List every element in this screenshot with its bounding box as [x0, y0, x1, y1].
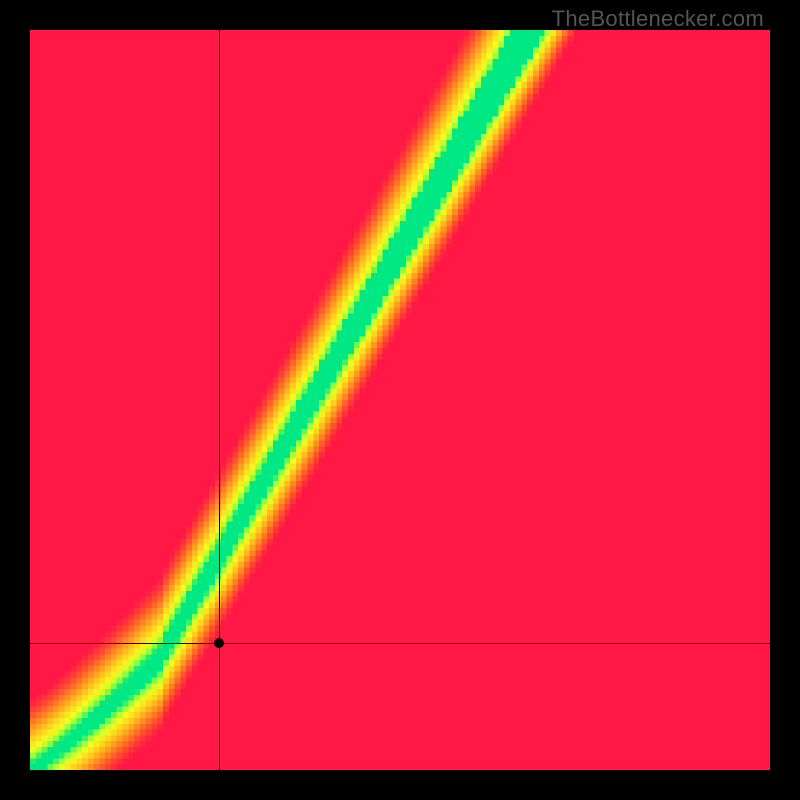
crosshair-horizontal — [30, 643, 770, 644]
chart-frame: TheBottlenecker.com — [0, 0, 800, 800]
bottleneck-heatmap — [30, 30, 770, 770]
watermark-text: TheBottlenecker.com — [552, 6, 764, 32]
crosshair-marker[interactable] — [214, 638, 224, 648]
heatmap-plot-area — [30, 30, 770, 770]
crosshair-vertical — [219, 30, 220, 770]
